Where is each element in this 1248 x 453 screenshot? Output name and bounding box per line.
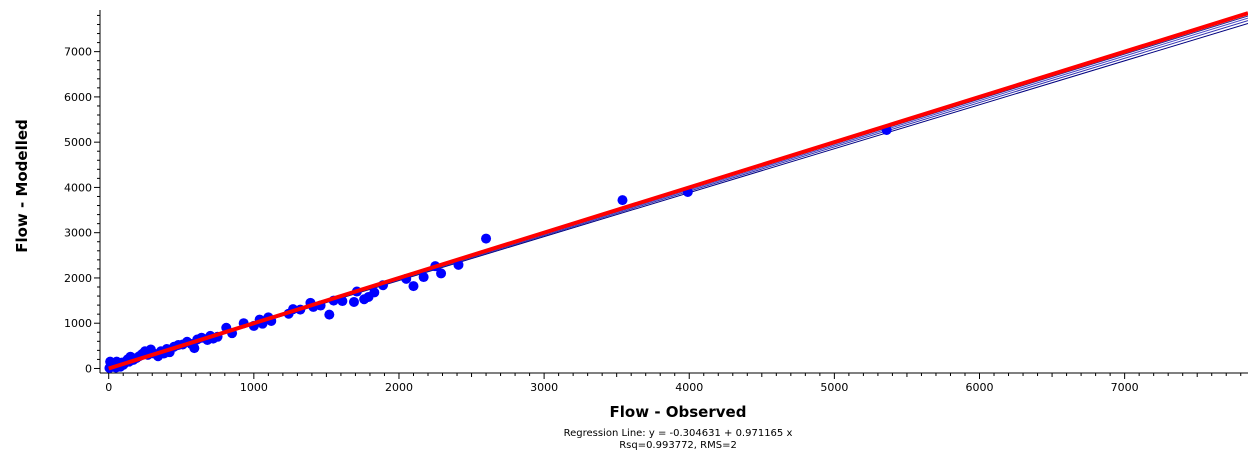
x-tick-label: 6000 bbox=[966, 381, 994, 394]
y-axis-title: Flow - Modelled bbox=[13, 119, 31, 253]
x-tick-label: 4000 bbox=[675, 381, 703, 394]
y-tick-label: 7000 bbox=[64, 46, 92, 59]
data-point bbox=[348, 296, 359, 307]
data-point bbox=[189, 343, 200, 354]
y-tick-label: 5000 bbox=[64, 136, 92, 149]
data-point bbox=[453, 259, 464, 270]
x-tick-label: 0 bbox=[105, 381, 112, 394]
regression-equation: Regression Line: y = -0.304631 + 0.97116… bbox=[564, 428, 793, 439]
fit-statistics: Rsq=0.993772, RMS=2 bbox=[619, 440, 737, 451]
data-point bbox=[436, 268, 447, 279]
data-point bbox=[481, 233, 492, 244]
x-tick-label: 1000 bbox=[240, 381, 268, 394]
y-tick-label: 3000 bbox=[64, 227, 92, 240]
x-tick-label: 3000 bbox=[530, 381, 558, 394]
data-point bbox=[369, 287, 380, 298]
x-tick-label: 5000 bbox=[820, 381, 848, 394]
y-tick-label: 4000 bbox=[64, 181, 92, 194]
x-tick-label: 7000 bbox=[1111, 381, 1139, 394]
data-point bbox=[408, 281, 419, 292]
y-tick-label: 6000 bbox=[64, 91, 92, 104]
plot-area: 0 1000 2000 3000 4000 5000 6000 7000 0 1000 2000 30… bbox=[64, 10, 1248, 394]
data-point bbox=[617, 195, 628, 206]
data-point bbox=[324, 309, 335, 320]
x-axis-title: Flow - Observed bbox=[610, 403, 747, 421]
identity-line bbox=[108, 11, 1248, 371]
y-tick-label: 2000 bbox=[64, 272, 92, 285]
y-tick-label: 1000 bbox=[64, 317, 92, 330]
data-point bbox=[337, 296, 348, 307]
y-tick-label: 0 bbox=[85, 362, 92, 375]
x-tick-label: 2000 bbox=[385, 381, 413, 394]
data-point bbox=[418, 272, 429, 283]
